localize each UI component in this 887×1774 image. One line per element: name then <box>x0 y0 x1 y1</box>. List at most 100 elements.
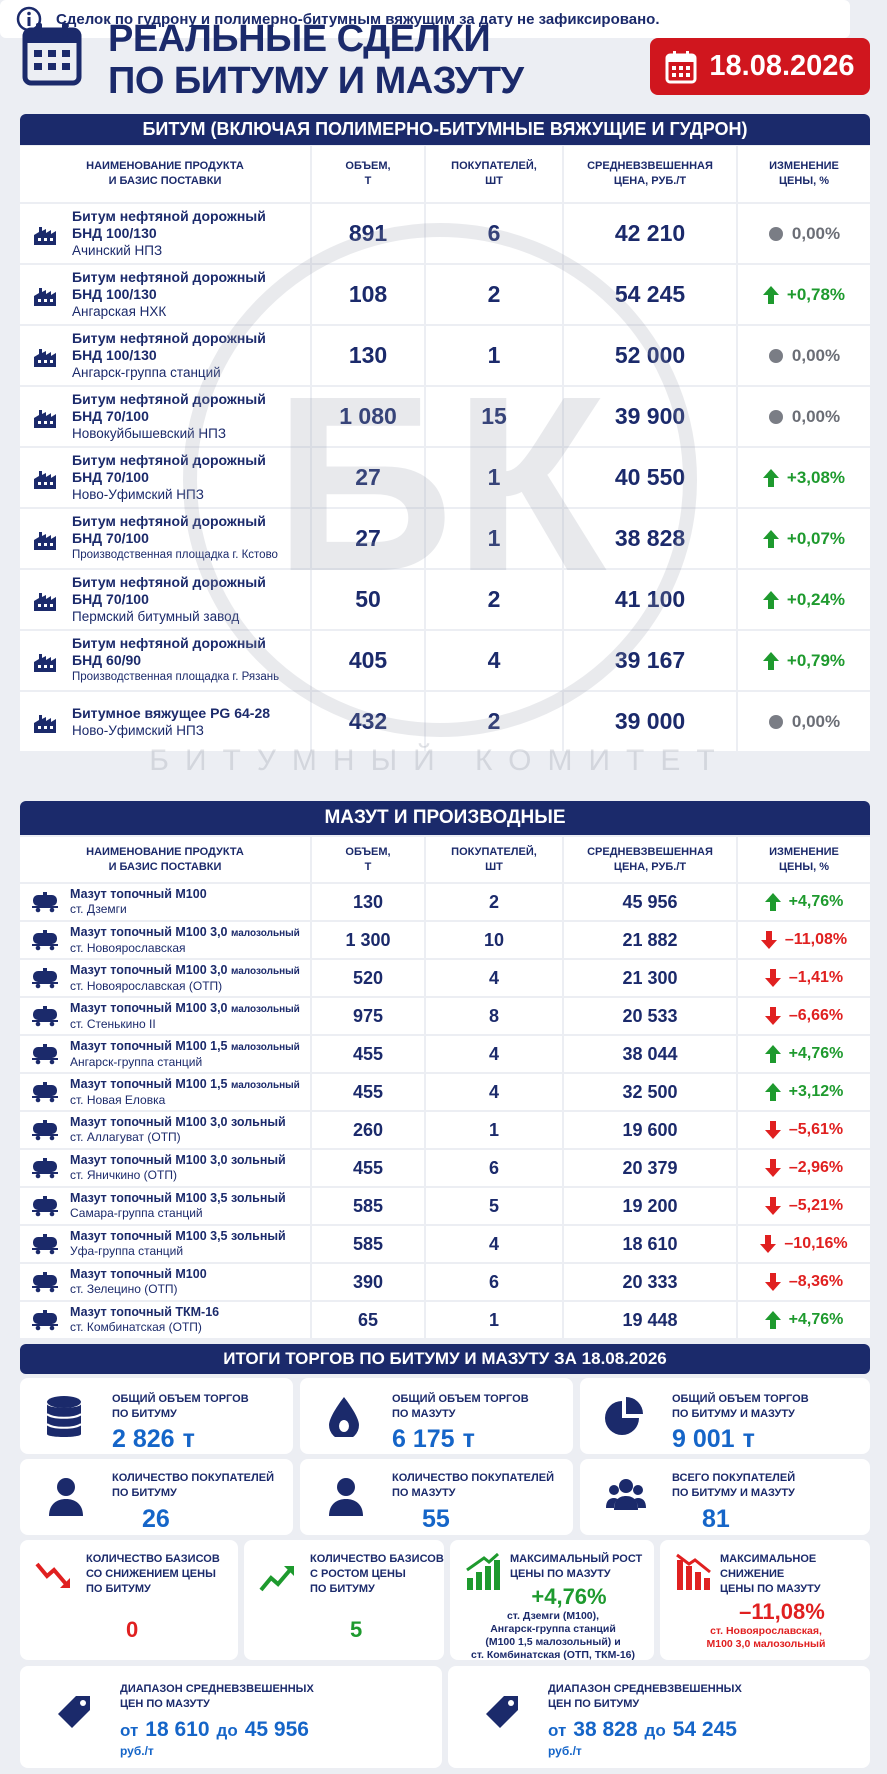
volume-cell: 65 <box>312 1302 424 1338</box>
card-text: КОЛИЧЕСТВО ПОКУПАТЕЛЕЙ ПО МАЗУТУ 55 <box>392 1471 565 1534</box>
card-label: ВСЕГО ПОКУПАТЕЛЕЙ <box>672 1472 796 1484</box>
icon-part <box>259 1566 294 1592</box>
volume-cell: 50 <box>312 570 424 629</box>
detail-line: ст. Новоярославская, <box>710 1625 822 1637</box>
volume-cell: 432 <box>312 692 424 751</box>
product-line: Мазут топочный М100 3,5 зольный <box>70 1229 286 1244</box>
title-line: ПО БИТУМУ И МАЗУТУ <box>108 60 524 102</box>
name-cell: Мазут топочный М100 ст. Зелецино (ОТП) <box>20 1264 310 1300</box>
change: +4,76% <box>764 1045 843 1063</box>
icon-part <box>43 891 47 896</box>
icon-part <box>762 285 779 304</box>
product: Мазут топочный М100 3,5 зольный Самара-гр… <box>70 1191 286 1221</box>
name-cell: Битум нефтяной дорожный БНД 70/100 Произво… <box>20 509 310 568</box>
header-cell: ИЗМЕНЕНИЕ ЦЕНЫ, % <box>738 837 870 882</box>
product: Мазут топочный М100 3,0 зольный ст. Аллаг… <box>70 1115 286 1145</box>
product-name: БНД 100/130 <box>72 225 157 241</box>
buyers: 4 <box>488 1081 499 1102</box>
volume: 585 <box>352 1195 384 1216</box>
buyers: 6 <box>487 220 501 246</box>
product-line: Мазут топочный М100 3,0 малозольный <box>70 925 300 941</box>
name-cell: Битум нефтяной дорожный БНД 100/130 Ачинск… <box>20 204 310 263</box>
product-name: Битум нефтяной дорожный <box>72 330 266 346</box>
tank-icon <box>32 1005 58 1027</box>
price-cell: 32 500 <box>564 1074 736 1110</box>
summary-icon <box>674 1552 714 1594</box>
tank-icon <box>32 967 58 989</box>
change-value: –5,21% <box>788 1197 844 1214</box>
icon-part <box>43 1043 47 1048</box>
price-cell: 19 200 <box>564 1188 736 1224</box>
header-text: НАИМЕНОВАНИЕ ПРОДУКТА <box>86 845 244 858</box>
change: –8,36% <box>764 1273 843 1291</box>
summary-icon <box>326 1476 366 1518</box>
change: –2,96% <box>764 1159 843 1177</box>
card-text: ВСЕГО ПОКУПАТЕЛЕЙ ПО БИТУМУ И МАЗУТУ 81 <box>672 1471 862 1534</box>
change-value: 0,00% <box>791 345 841 365</box>
icon-part <box>764 1159 781 1177</box>
icon-part <box>768 714 783 729</box>
icon-part <box>49 1173 55 1178</box>
buyers: 6 <box>488 1271 499 1292</box>
product: Битум нефтяной дорожный БНД 60/90 Производ… <box>72 635 279 686</box>
date: 18.08.2026 <box>709 50 855 82</box>
note-text: Сделок по гудрону и полимерно-битумным в… <box>56 10 660 28</box>
buyers: 1 <box>487 464 501 490</box>
icon-part <box>762 468 779 487</box>
change: –10,16% <box>760 1235 848 1253</box>
icon-part <box>32 967 58 988</box>
icon-part <box>43 1005 47 1010</box>
icon-part <box>49 1135 55 1140</box>
unit: т <box>182 1425 195 1453</box>
price-cell: 41 100 <box>564 570 736 629</box>
icon-part <box>80 1700 86 1706</box>
product-line: Мазут топочный М100 3,0 малозольный <box>70 963 300 979</box>
change-value: 0,00% <box>791 406 841 426</box>
product-name: Битум нефтяной дорожный <box>72 513 266 529</box>
icon-part <box>43 1271 47 1276</box>
icon-part <box>38 542 41 546</box>
product-name: Мазут топочный М100 3,5 зольный <box>70 1191 286 1205</box>
summary-card: ДИАПАЗОН СРЕДНЕВЗВЕШЕННЫХ ЦЕН ПО БИТУМУ от… <box>448 1666 870 1768</box>
icon-part <box>32 1057 58 1060</box>
card-label: КОЛИЧЕСТВО ПОКУПАТЕЛЕЙ <box>392 1472 554 1484</box>
icon-part <box>33 1198 57 1210</box>
icon-part <box>337 1478 355 1496</box>
trend-icon <box>762 529 779 548</box>
header-cell: ОБЪЕМ, Т <box>312 837 424 882</box>
buyers: 1 <box>487 525 501 551</box>
product: Мазут топочный М100 3,0 зольный ст. Яничк… <box>70 1153 286 1183</box>
icon-part <box>43 929 47 934</box>
product: Битум нефтяной дорожный БНД 100/130 Ангарс… <box>72 330 266 381</box>
header-cell: СРЕДНЕВЗВЕШЕННАЯ ЦЕНА, РУБ./Т <box>564 837 736 882</box>
buyers: 2 <box>487 586 501 612</box>
product-grade: малозольный <box>230 927 300 939</box>
icon-part <box>764 1121 781 1139</box>
product-base: Производственная площадка г. Кстово <box>72 549 278 561</box>
table-row: Мазут топочный М100 1,5 малозольный ст. Н… <box>20 1074 870 1110</box>
change-value: 0,00% <box>791 223 841 243</box>
price-cell: 21 300 <box>564 960 736 996</box>
buyers-cell: 6 <box>426 1150 562 1186</box>
factory-icon <box>32 528 58 550</box>
buyers-cell: 1 <box>426 1302 562 1338</box>
product-name: Мазут топочный М100 3,0 <box>70 1000 228 1015</box>
icon-part <box>34 50 70 70</box>
range-value: 54 245 <box>672 1718 737 1741</box>
volume: 108 <box>348 281 388 307</box>
card-text: ДИАПАЗОН СРЕДНЕВЗВЕШЕННЫХ ЦЕН ПО БИТУМУ от… <box>548 1682 742 1758</box>
price: 38 828 <box>614 525 686 551</box>
summary-icon <box>258 1558 298 1600</box>
icon-part <box>329 1499 363 1516</box>
price: 18 610 <box>622 1233 678 1254</box>
icon-part <box>768 714 783 729</box>
product-name: Мазут топочный М100 3,0 зольный <box>70 1115 286 1129</box>
product: Битум нефтяной дорожный БНД 70/100 Произво… <box>72 513 278 564</box>
product-name: БНД 100/130 <box>72 286 157 302</box>
volume-cell: 390 <box>312 1264 424 1300</box>
summary-card: ВСЕГО ПОКУПАТЕЛЕЙ ПО БИТУМУ И МАЗУТУ 81 <box>580 1459 870 1535</box>
icon-part <box>764 1007 781 1025</box>
icon-part <box>38 298 41 302</box>
icon-part <box>35 907 41 912</box>
icon-part <box>339 1420 349 1432</box>
